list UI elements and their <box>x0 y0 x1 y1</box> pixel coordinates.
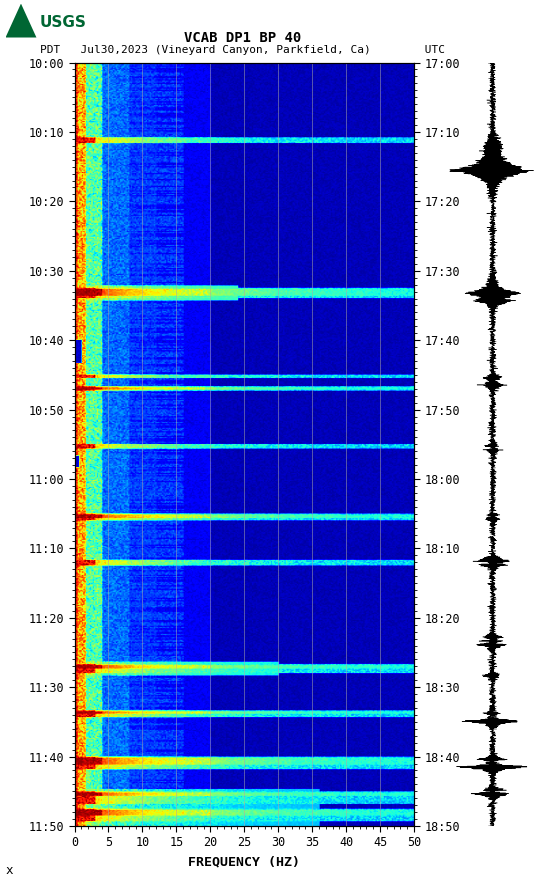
X-axis label: FREQUENCY (HZ): FREQUENCY (HZ) <box>188 855 300 868</box>
Text: VCAB DP1 BP 40: VCAB DP1 BP 40 <box>184 31 301 46</box>
Text: PDT   Jul30,2023 (Vineyard Canyon, Parkfield, Ca)        UTC: PDT Jul30,2023 (Vineyard Canyon, Parkfie… <box>40 45 445 54</box>
Text: USGS: USGS <box>40 15 87 29</box>
Text: x: x <box>6 864 13 877</box>
Polygon shape <box>6 4 36 38</box>
